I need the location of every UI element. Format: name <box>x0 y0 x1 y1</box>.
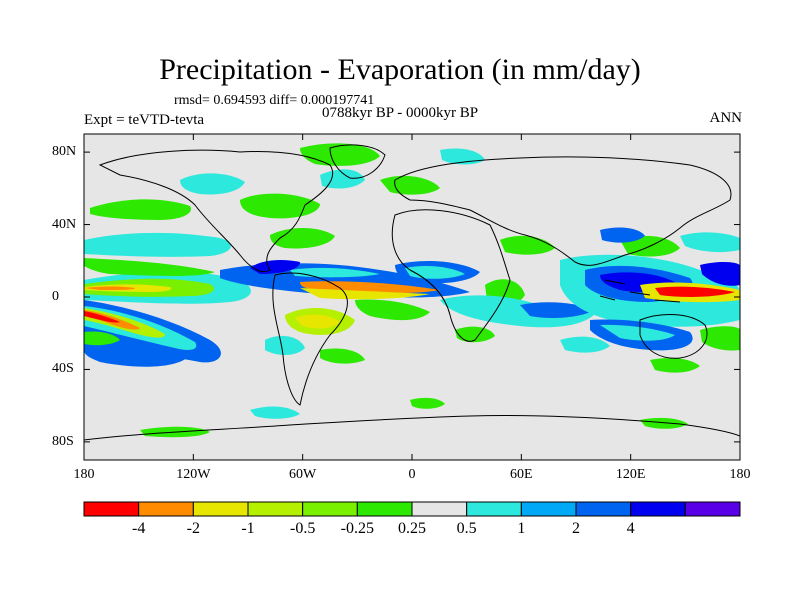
anomaly-region <box>84 338 190 367</box>
colorbar <box>83 501 741 517</box>
lon-tick-label: 0 <box>408 467 416 482</box>
colorbar-swatch <box>138 501 194 517</box>
map-title: Precipitation - Evaporation (in mm/day) <box>159 53 641 86</box>
lon-tick-label: 60E <box>510 467 533 482</box>
colorbar-swatch <box>575 501 632 517</box>
anomaly-region <box>84 258 215 276</box>
anomaly-region <box>700 262 740 286</box>
anomaly-field <box>84 143 740 438</box>
north-america-coast <box>98 149 333 273</box>
australia-coast <box>639 314 708 359</box>
colorbar-label: -0.25 <box>340 520 374 537</box>
rmsd-diff-stats: rmsd= 0.694593 diff= 0.000197741 <box>174 93 375 108</box>
anomaly-region <box>410 397 445 409</box>
anomaly-region <box>84 311 120 323</box>
anomaly-region <box>455 326 495 343</box>
colorbar-swatch <box>83 501 140 517</box>
greenland-coast <box>329 144 386 179</box>
anomaly-region <box>300 288 430 300</box>
period-label: 0788kyr BP - 0000kyr BP <box>322 105 479 121</box>
colorbar-swatch <box>684 501 741 517</box>
anomaly-region <box>250 260 300 274</box>
anomaly-region <box>84 286 135 290</box>
lat-tick-label: 80S <box>52 433 74 449</box>
colorbar-swatch <box>247 501 304 517</box>
anomaly-region <box>655 286 735 297</box>
colorbar-swatch <box>520 501 577 517</box>
eurasia-coast <box>394 156 732 266</box>
anomaly-region <box>600 324 675 341</box>
axis-ticks <box>83 134 741 460</box>
anomaly-region <box>84 232 231 257</box>
colorbar-label: 0.25 <box>398 520 426 537</box>
anomaly-region <box>700 326 740 351</box>
colorbar-label: 0.5 <box>456 520 477 537</box>
lon-tick-label: 180 <box>73 467 95 482</box>
anomaly-region <box>84 331 120 346</box>
anomaly-region <box>265 335 305 355</box>
anomaly-region <box>295 314 340 329</box>
anomaly-region <box>180 173 245 195</box>
season-label: ANN <box>709 110 743 126</box>
anomaly-region <box>240 193 320 219</box>
colorbar-label: 4 <box>626 520 635 537</box>
colorbar-label: -2 <box>186 520 200 537</box>
colorbar-swatch <box>466 501 522 517</box>
south-america-coast <box>272 272 348 406</box>
lat-tick-label: 40N <box>52 216 77 232</box>
africa-coast <box>391 209 511 342</box>
anomaly-region <box>440 295 600 328</box>
colorbar-swatch <box>411 501 468 517</box>
colorbar-swatch <box>356 501 413 517</box>
antarctica-coast <box>84 414 740 441</box>
colorbar-swatch <box>302 501 358 517</box>
anomaly-region <box>320 348 365 364</box>
maritime-islands <box>599 279 681 303</box>
anomaly-region <box>90 199 191 220</box>
anomaly-region <box>290 267 380 278</box>
coastlines <box>84 144 740 441</box>
colorbar-label: 1 <box>517 520 526 537</box>
anomaly-region <box>320 169 365 189</box>
colorbar-label: -1 <box>241 520 255 537</box>
anomaly-region <box>355 299 430 321</box>
colorbar-label: 2 <box>572 520 580 537</box>
experiment-label: Expt = teVTD-tevta <box>84 112 205 128</box>
anomaly-region <box>250 406 300 419</box>
colorbar-swatch <box>630 501 686 517</box>
colorbar-label: -0.5 <box>289 520 316 537</box>
lat-tick-label: 0 <box>52 289 59 304</box>
lon-tick-label: 120W <box>176 467 211 482</box>
colorbar-label: -4 <box>131 520 146 537</box>
anomaly-region <box>650 358 700 373</box>
anomaly-region <box>640 417 688 429</box>
lat-tick-label: 40S <box>52 361 74 377</box>
anomaly-region <box>600 227 645 243</box>
anomaly-region <box>560 336 610 353</box>
anomaly-region <box>440 148 485 165</box>
lon-tick-label: 120E <box>615 467 646 482</box>
lon-tick-label: 180 <box>729 467 751 482</box>
anomaly-region <box>270 227 335 249</box>
lon-tick-label: 60W <box>289 467 317 482</box>
anomaly-region <box>680 232 740 253</box>
anomaly-region <box>520 302 595 318</box>
lat-tick-label: 80N <box>52 144 77 160</box>
colorbar-swatch <box>192 501 249 517</box>
